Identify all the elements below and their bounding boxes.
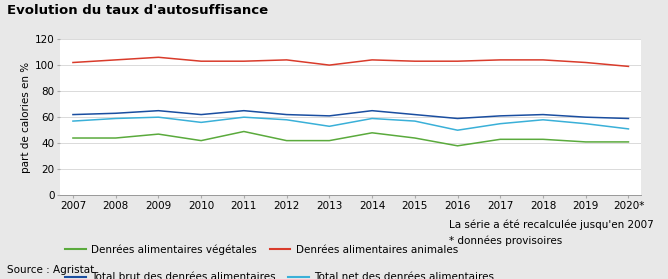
Text: Source : Agristat: Source : Agristat (7, 265, 94, 275)
Text: Evolution du taux d'autosuffisance: Evolution du taux d'autosuffisance (7, 4, 268, 17)
Text: * données provisoires: * données provisoires (449, 236, 562, 246)
Legend: Total brut des denrées alimentaires, Total net des denrées alimentaires: Total brut des denrées alimentaires, Tot… (65, 272, 494, 279)
Y-axis label: part de calories en %: part de calories en % (21, 62, 31, 173)
Text: La série a été recalculée jusqu'en 2007: La série a été recalculée jusqu'en 2007 (449, 219, 654, 230)
